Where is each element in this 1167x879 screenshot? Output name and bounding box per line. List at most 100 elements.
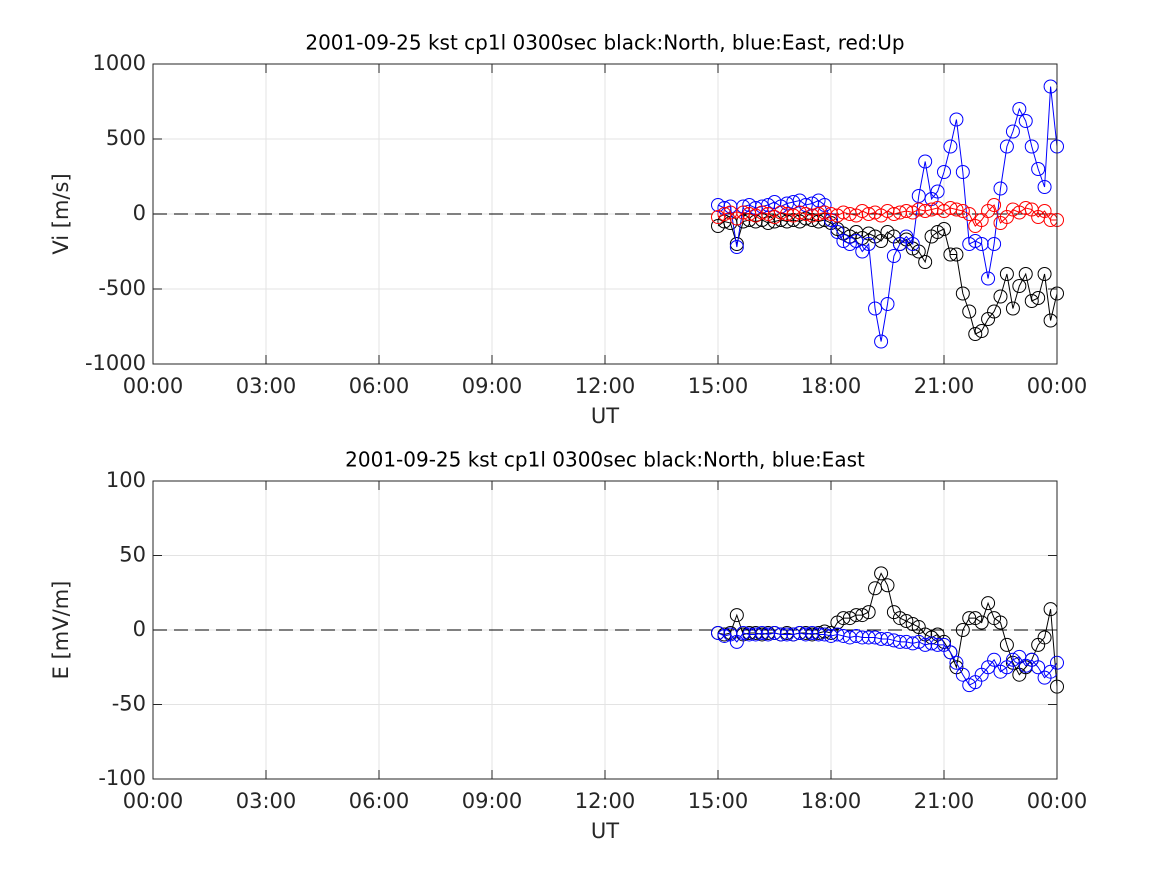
marker [968, 327, 983, 341]
marker [949, 112, 964, 127]
series-line [717, 204, 1057, 227]
marker [899, 634, 914, 649]
marker [855, 608, 870, 623]
marker [786, 627, 801, 642]
marker [905, 237, 920, 251]
marker [874, 566, 889, 581]
marker [949, 247, 964, 262]
y-tick-label: -1000 [85, 351, 146, 375]
x-tick-label: 12:00 [575, 374, 636, 398]
y-tick-label: 500 [106, 126, 146, 150]
marker [899, 614, 914, 629]
marker [1031, 291, 1046, 305]
series-line [717, 86, 1058, 342]
marker [981, 596, 996, 611]
marker [987, 198, 1002, 212]
marker [1037, 180, 1052, 194]
marker [1031, 660, 1046, 675]
marker [861, 237, 876, 251]
marker [1012, 279, 1027, 293]
marker [842, 630, 857, 645]
y-tick-label: -50 [112, 692, 146, 716]
marker [1037, 630, 1052, 645]
marker [974, 615, 989, 630]
chart-title: 2001-09-25 kst cp1l 0300sec black:North,… [305, 31, 904, 55]
marker [930, 225, 945, 239]
marker [955, 623, 970, 637]
marker [811, 207, 826, 221]
marker [930, 184, 945, 199]
x-axis-label: UT [591, 819, 619, 843]
marker [861, 605, 876, 620]
marker [1018, 201, 1033, 215]
marker [993, 289, 1008, 304]
x-tick-label: 21:00 [914, 789, 975, 813]
y-tick-label: -500 [98, 276, 146, 300]
y-tick-label: 1000 [93, 51, 146, 75]
marker [937, 165, 951, 179]
x-tick-label: 03:00 [236, 789, 297, 813]
marker [880, 297, 895, 311]
y-tick-label: 0 [133, 617, 146, 641]
marker [955, 667, 970, 682]
y-tick-label: 100 [106, 468, 146, 492]
axes-frame [152, 480, 1058, 780]
marker [773, 627, 788, 642]
x-tick-label: 18:00 [801, 789, 862, 813]
marker [729, 240, 744, 254]
marker [1024, 139, 1039, 154]
x-tick-label: 12:00 [575, 789, 636, 813]
y-axis-label: E [mV/m] [49, 581, 73, 680]
marker [729, 237, 744, 251]
marker [861, 226, 876, 241]
marker [748, 627, 763, 642]
marker [755, 205, 770, 220]
marker [1018, 114, 1033, 128]
subplot: 00:00 03:00 06:00 09:00 12:00 15:00 18:00 21:00… [49, 448, 1087, 844]
marker [717, 628, 732, 643]
marker [955, 165, 970, 179]
x-tick-label: 00:00 [123, 374, 184, 398]
x-tick-label: 15:00 [688, 789, 749, 813]
subplot: 00:00 03:00 06:00 09:00 12:00 15:00 18:00 21:00… [49, 31, 1087, 429]
marker [918, 154, 933, 169]
marker [943, 139, 958, 154]
x-tick-label: 09:00 [462, 789, 523, 813]
marker [729, 608, 744, 623]
marker [874, 334, 889, 349]
marker [1018, 267, 1033, 281]
x-tick-label: 06:00 [349, 789, 410, 813]
x-tick-label: 03:00 [236, 374, 297, 398]
marker [824, 628, 838, 643]
marker [842, 237, 857, 251]
marker [999, 637, 1014, 652]
marker [949, 655, 964, 670]
marker [955, 286, 970, 301]
marker [999, 267, 1014, 281]
x-tick-label: 00:00 [1027, 789, 1088, 813]
marker [987, 304, 1002, 319]
marker [955, 204, 970, 218]
x-tick-label: 00:00 [1027, 374, 1088, 398]
marker [993, 615, 1008, 630]
marker [717, 207, 732, 221]
axes-frame [152, 63, 1058, 365]
marker [755, 625, 770, 640]
marker [962, 304, 977, 319]
x-tick-label: 18:00 [801, 374, 862, 398]
y-axis-label: Vi [m/s] [49, 173, 73, 254]
marker [918, 637, 933, 652]
marker [880, 578, 895, 593]
marker [949, 202, 964, 217]
marker [1005, 124, 1020, 139]
marker [974, 237, 989, 251]
marker [886, 249, 901, 263]
x-tick-label: 00:00 [123, 789, 184, 813]
marker [999, 139, 1014, 154]
x-tick-label: 21:00 [914, 374, 975, 398]
marker [974, 324, 989, 338]
marker [962, 207, 977, 221]
marker [1012, 102, 1027, 116]
marker [868, 301, 883, 316]
marker [987, 237, 1002, 251]
